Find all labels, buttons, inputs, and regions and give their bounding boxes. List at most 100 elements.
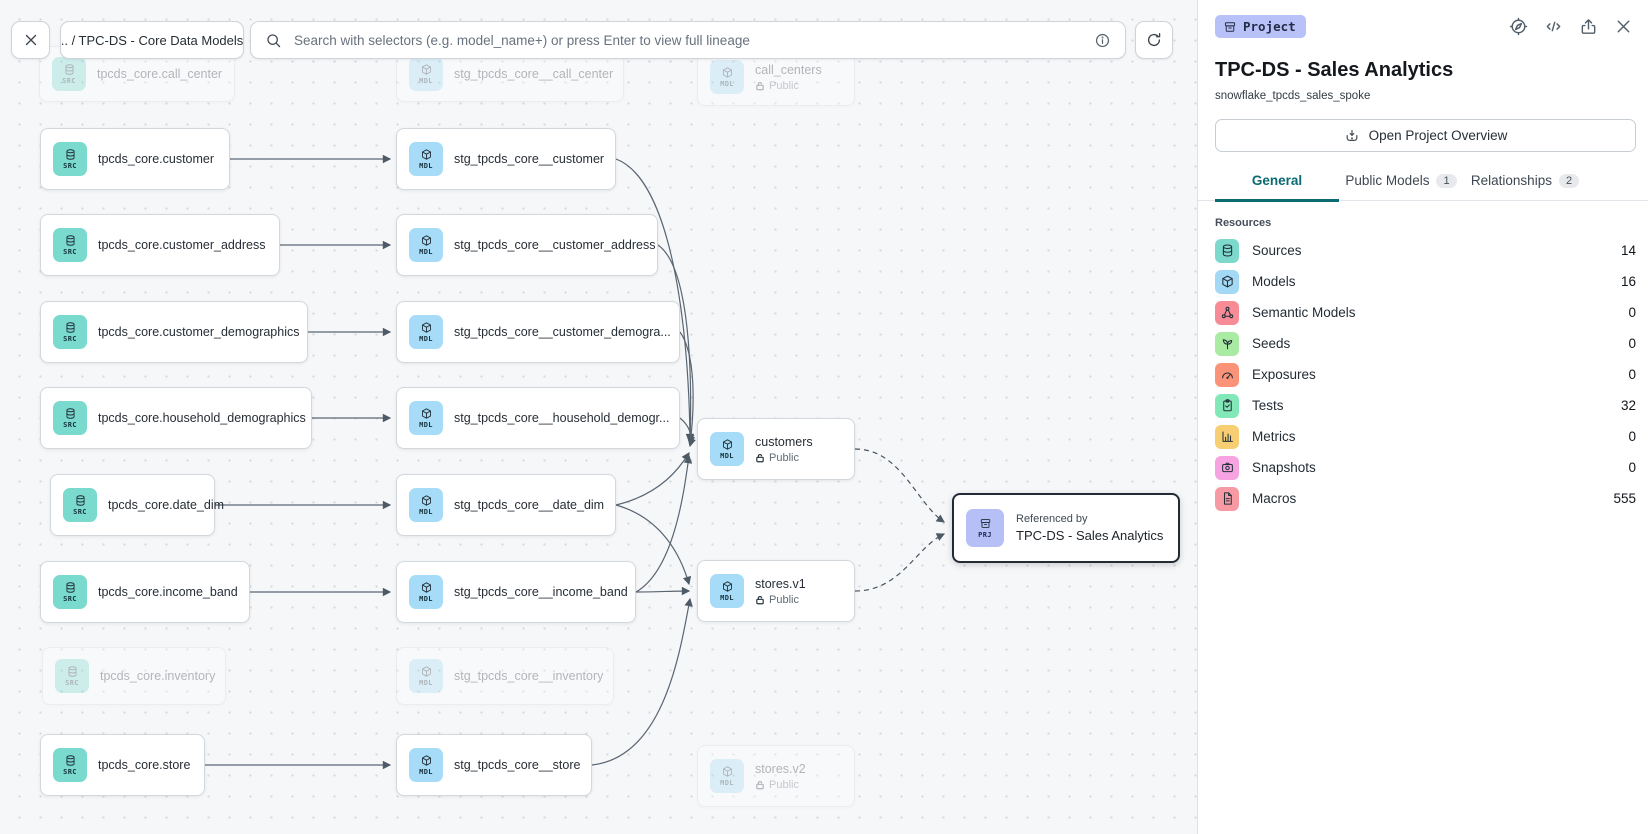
- cube-icon: [421, 322, 431, 333]
- cube-icon: [1215, 269, 1239, 294]
- source-chip: SRC: [53, 575, 87, 609]
- source-chip: SRC: [52, 57, 86, 91]
- model-chip: MDL: [409, 488, 443, 522]
- graph-node-model[interactable]: MDL stg_tpcds_core__customer_address: [396, 214, 658, 276]
- refresh-icon: [1147, 33, 1161, 46]
- open-project-overview-button[interactable]: Open Project Overview: [1215, 119, 1636, 152]
- source-chip: SRC: [53, 228, 87, 262]
- graph-node-project[interactable]: PRJ Referenced by TPC-DS - Sales Analyti…: [952, 493, 1180, 563]
- code-icon[interactable]: [1544, 17, 1563, 36]
- graph-node-model[interactable]: MDL stg_tpcds_core__store: [396, 734, 592, 796]
- explore-compass-icon[interactable]: [1509, 17, 1528, 36]
- graph-node-model[interactable]: MDL stg_tpcds_core__income_band: [396, 561, 636, 623]
- database-icon: [65, 582, 75, 593]
- lineage-canvas[interactable]: SRC tpcds_core.call_center SRC tpcds_cor…: [0, 0, 1197, 834]
- graph-node-public-model[interactable]: MDL customers Public: [697, 418, 855, 480]
- lock-open-icon: [756, 780, 764, 789]
- model-chip: MDL: [409, 401, 443, 435]
- graph-node-source[interactable]: SRC tpcds_core.income_band: [40, 561, 250, 623]
- cube-icon: [421, 235, 431, 246]
- graph-node-source[interactable]: SRC tpcds_core.date_dim: [50, 474, 224, 536]
- archive-icon: [1224, 21, 1236, 32]
- graph-node-model[interactable]: MDL stg_tpcds_core__customer: [396, 128, 616, 190]
- resource-row-macros[interactable]: Macros 555: [1198, 483, 1648, 514]
- database-icon: [65, 755, 75, 766]
- database-icon: [67, 666, 77, 677]
- panel-tabs: General Public Models 1 Relationships 2: [1215, 173, 1587, 202]
- camera-icon: [1215, 455, 1239, 480]
- database-icon: [65, 149, 75, 160]
- refresh-button[interactable]: [1135, 21, 1173, 59]
- graph-icon: [1215, 300, 1239, 325]
- model-chip: MDL: [710, 432, 744, 466]
- database-icon: [65, 235, 75, 246]
- resource-row-snapshots[interactable]: Snapshots 0: [1198, 452, 1648, 483]
- model-chip: MDL: [710, 60, 744, 94]
- model-chip: MDL: [710, 574, 744, 608]
- model-chip: MDL: [409, 142, 443, 176]
- graph-node-public-model[interactable]: MDL stores.v2 Public: [697, 745, 855, 807]
- model-chip: MDL: [710, 759, 744, 793]
- resource-row-seeds[interactable]: Seeds 0: [1198, 328, 1648, 359]
- clipboard-check-icon: [1215, 393, 1239, 418]
- page-title: TPC-DS - Sales Analytics: [1215, 59, 1454, 81]
- database-icon: [65, 322, 75, 333]
- tab-relationships[interactable]: Relationships 2: [1463, 173, 1587, 202]
- sprout-icon: [1215, 331, 1239, 356]
- lock-open-icon: [756, 453, 764, 462]
- source-chip: SRC: [53, 315, 87, 349]
- info-icon[interactable]: [1094, 32, 1111, 49]
- database-icon: [64, 64, 74, 75]
- graph-node-source[interactable]: SRC tpcds_core.customer: [40, 128, 230, 190]
- search-icon: [267, 33, 281, 47]
- share-icon[interactable]: [1579, 17, 1598, 36]
- search-input[interactable]: [292, 31, 1084, 49]
- archive-icon: [980, 519, 990, 528]
- source-chip: SRC: [53, 748, 87, 782]
- graph-node-source[interactable]: SRC tpcds_core.customer_address: [40, 214, 280, 276]
- close-panel-icon[interactable]: [1614, 17, 1633, 36]
- cube-icon: [421, 149, 431, 160]
- graph-node-model[interactable]: MDL stg_tpcds_core__customer_demogra...: [396, 301, 680, 363]
- model-chip: MDL: [409, 748, 443, 782]
- bar-chart-icon: [1215, 424, 1239, 449]
- cube-icon: [421, 582, 431, 593]
- source-chip: SRC: [55, 659, 89, 693]
- graph-node-source[interactable]: SRC tpcds_core.customer_demographics: [40, 301, 308, 363]
- file-icon: [1215, 486, 1239, 511]
- graph-node-source[interactable]: SRC tpcds_core.store: [40, 734, 205, 796]
- cube-icon: [722, 439, 732, 450]
- resource-row-metrics[interactable]: Metrics 0: [1198, 421, 1648, 452]
- graph-node-source[interactable]: SRC tpcds_core.inventory: [42, 647, 226, 705]
- cube-icon: [421, 666, 431, 677]
- graph-node-public-model[interactable]: MDL stores.v1 Public: [697, 560, 855, 622]
- model-chip: MDL: [409, 57, 443, 91]
- resource-row-semantic-models[interactable]: Semantic Models 0: [1198, 297, 1648, 328]
- open-overview-icon: [1346, 129, 1357, 141]
- cube-icon: [722, 67, 732, 78]
- tab-general[interactable]: General: [1215, 173, 1339, 202]
- lineage-search[interactable]: [250, 21, 1126, 59]
- tab-public-models[interactable]: Public Models 1: [1339, 173, 1463, 202]
- model-chip: MDL: [409, 575, 443, 609]
- cube-icon: [421, 495, 431, 506]
- breadcrumb[interactable]: .. / TPC-DS - Core Data Models: [60, 21, 244, 59]
- tabs-divider: [1198, 200, 1648, 201]
- resource-row-sources[interactable]: Sources 14: [1198, 235, 1648, 266]
- cube-icon: [722, 581, 732, 592]
- graph-node-model[interactable]: MDL stg_tpcds_core__date_dim: [396, 474, 616, 536]
- model-chip: MDL: [409, 659, 443, 693]
- cube-icon: [421, 755, 431, 766]
- cube-icon: [722, 766, 732, 777]
- resource-row-tests[interactable]: Tests 32: [1198, 390, 1648, 421]
- resource-row-models[interactable]: Models 16: [1198, 266, 1648, 297]
- cube-icon: [421, 408, 431, 419]
- close-lineage-button[interactable]: [11, 21, 50, 59]
- graph-node-model[interactable]: MDL stg_tpcds_core__household_demogr...: [396, 387, 680, 449]
- graph-node-model[interactable]: MDL stg_tpcds_core__inventory: [396, 647, 614, 705]
- model-chip: MDL: [409, 315, 443, 349]
- resource-row-exposures[interactable]: Exposures 0: [1198, 359, 1648, 390]
- lock-open-icon: [756, 81, 764, 90]
- graph-node-source[interactable]: SRC tpcds_core.household_demographics: [40, 387, 312, 449]
- cube-icon: [421, 64, 431, 75]
